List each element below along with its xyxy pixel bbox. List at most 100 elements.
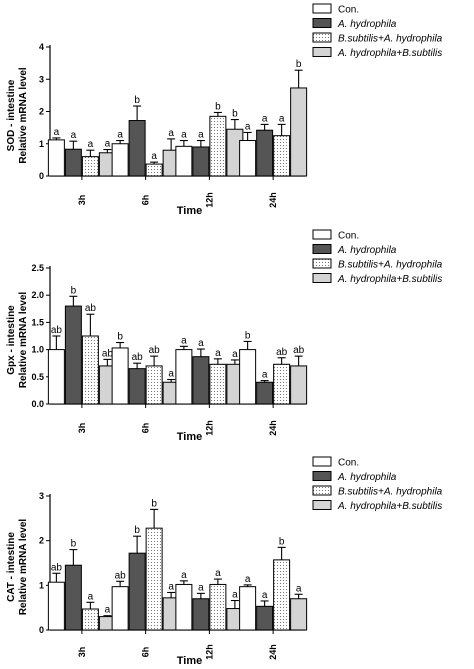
significance-label: a: [168, 581, 174, 592]
bar: [81, 608, 99, 631]
significance-label: ab: [102, 348, 114, 359]
legend-label: A. hydrophila+B.subtilis: [337, 501, 442, 512]
bar: [175, 145, 193, 177]
bar: [290, 87, 308, 177]
significance-label: b: [245, 330, 251, 341]
significance-label: a: [168, 369, 174, 380]
bar: [239, 140, 257, 177]
y-tick-label: 2: [39, 107, 44, 117]
x-tick-label: 6h: [141, 647, 151, 658]
panel-3: Con. A. hydrophila B.subtilis+A. hydrophil…: [6, 456, 443, 667]
significance-label: ab: [276, 347, 288, 358]
legend-label: A. hydrophila: [337, 19, 397, 30]
significance-label: a: [71, 130, 77, 141]
significance-label: a: [232, 349, 238, 360]
significance-label: a: [198, 582, 204, 593]
significance-label: ab: [149, 345, 161, 356]
legend-swatch: [312, 47, 332, 57]
y-tick-label: 3: [39, 74, 44, 84]
bar: [209, 363, 227, 405]
significance-label: a: [198, 338, 204, 349]
significance-label: ab: [293, 345, 305, 356]
x-tick-label: 12h: [204, 644, 214, 660]
bar: [239, 586, 257, 631]
significance-label: a: [54, 127, 60, 138]
significance-label: a: [296, 583, 302, 594]
bar: [273, 135, 291, 177]
significance-label: a: [262, 590, 268, 601]
y-axis-label: Relative mRNA level: [18, 67, 29, 164]
legend-swatch: [312, 471, 332, 481]
significance-label: b: [296, 59, 302, 70]
bar: [81, 156, 99, 177]
x-axis-label: Time: [177, 205, 202, 217]
legend-label: Con.: [338, 231, 359, 242]
legend-label: A. hydrophila+B.subtilis: [337, 48, 442, 59]
significance-label: ab: [51, 325, 63, 336]
significance-label: a: [181, 130, 187, 141]
significance-label: a: [105, 605, 111, 616]
significance-label: ab: [115, 570, 127, 581]
x-tick-label: 3h: [77, 423, 87, 434]
y-tick-label: 1: [39, 580, 44, 590]
significance-label: b: [71, 539, 77, 550]
bar: [256, 605, 274, 631]
significance-label: a: [88, 591, 94, 602]
x-tick-label: 6h: [141, 195, 151, 206]
y-tick-label: 0: [39, 171, 44, 181]
significance-label: ab: [85, 303, 97, 314]
significance-label: a: [105, 139, 111, 150]
bar: [192, 146, 210, 177]
legend-swatch: [312, 456, 332, 467]
legend-swatch: [312, 500, 332, 510]
y-tick-label: 0: [39, 625, 44, 635]
bar: [145, 163, 163, 177]
legend-swatch: [312, 258, 332, 269]
bar: [209, 583, 227, 631]
significance-label: b: [151, 498, 157, 509]
y-tick-label: 2.0: [31, 290, 44, 300]
bar: [111, 143, 129, 177]
significance-label: b: [134, 95, 140, 106]
bar: [290, 598, 308, 631]
bar: [192, 356, 210, 405]
panel-1: Con. A. hydrophila B.subtilis+A. hydrophil…: [6, 3, 443, 217]
significance-label: b: [215, 101, 221, 112]
significance-label: a: [151, 151, 157, 162]
significance-label: a: [262, 370, 268, 381]
significance-label: ab: [132, 352, 144, 363]
significance-label: ab: [51, 562, 63, 573]
significance-label: a: [262, 113, 268, 124]
bar: [273, 363, 291, 405]
significance-label: b: [117, 332, 123, 343]
legend-swatch: [312, 244, 332, 254]
bar: [209, 115, 227, 177]
significance-label: a: [168, 128, 174, 139]
x-tick-label: 12h: [204, 192, 214, 208]
legend: Con. A. hydrophila B.subtilis+A. hydrophil…: [312, 3, 443, 59]
bar: [256, 381, 274, 405]
y-tick-label: 3: [39, 491, 44, 501]
y-tick-label: 1.5: [31, 317, 44, 327]
x-tick-label: 3h: [77, 647, 87, 658]
bar: [128, 552, 146, 631]
y-tick-label: 1: [39, 139, 44, 149]
significance-label: a: [88, 139, 94, 150]
bar: [256, 129, 274, 177]
x-tick-label: 24h: [268, 192, 278, 208]
y-axis-label: Gpx - intestine: [6, 305, 17, 375]
legend-label: A. hydrophila: [337, 245, 397, 256]
bar: [47, 581, 65, 631]
x-tick-label: 3h: [77, 195, 87, 206]
significance-label: b: [71, 285, 77, 296]
bar: [175, 583, 193, 631]
x-axis-label: Time: [177, 655, 202, 667]
bar: [128, 368, 146, 405]
legend-label: B.subtilis+A. hydrophila: [338, 487, 443, 498]
bar: [145, 527, 163, 631]
significance-label: a: [181, 335, 187, 346]
bar: [47, 139, 65, 177]
bar: [239, 349, 257, 405]
y-tick-label: 0.0: [31, 399, 44, 409]
bar: [290, 365, 308, 405]
